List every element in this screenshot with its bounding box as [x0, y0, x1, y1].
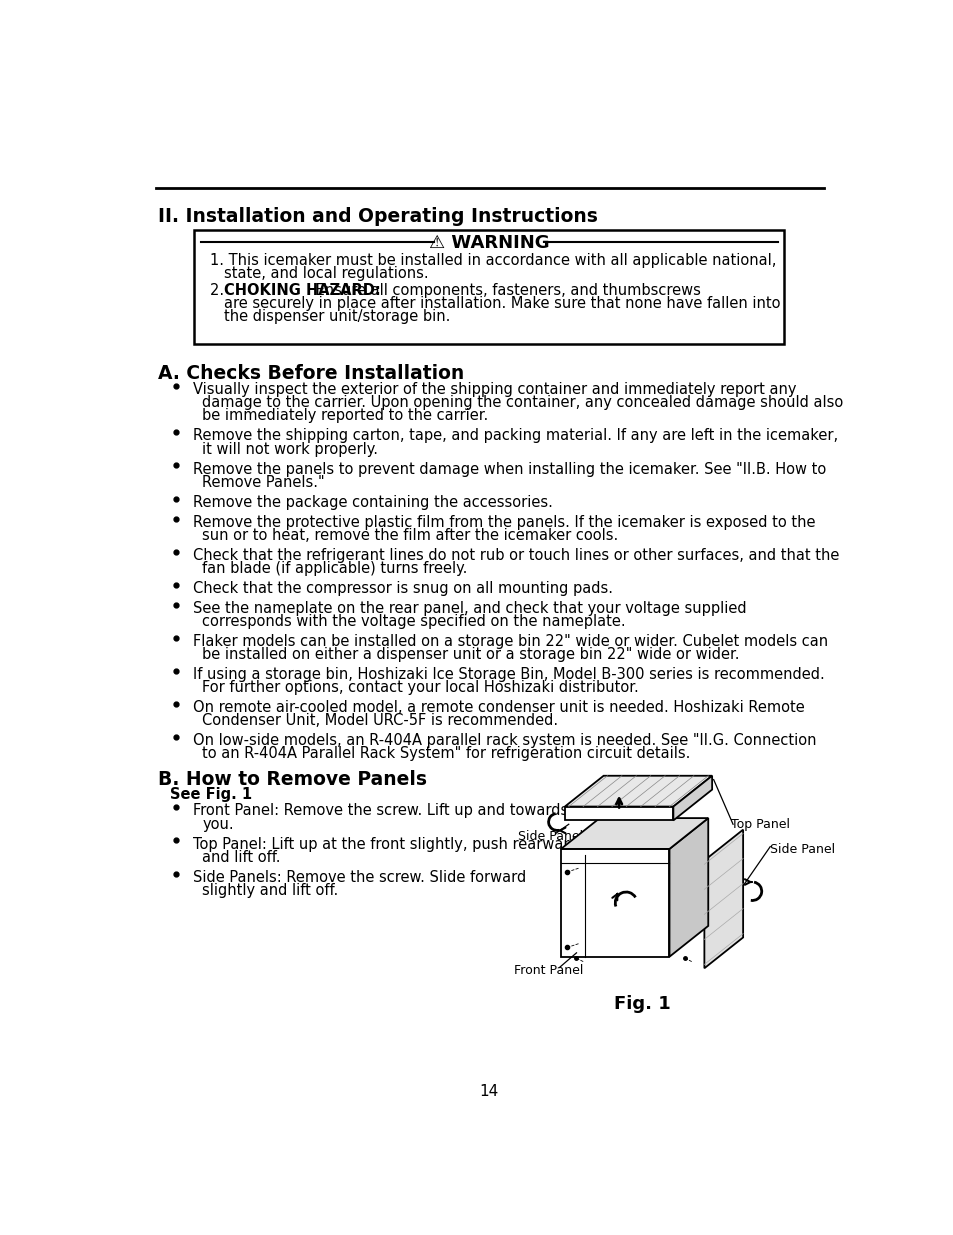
Text: Condenser Unit, Model URC-5F is recommended.: Condenser Unit, Model URC-5F is recommen…: [202, 714, 558, 729]
Text: Remove the protective plastic film from the panels. If the icemaker is exposed t: Remove the protective plastic film from …: [193, 515, 815, 530]
Polygon shape: [560, 848, 669, 957]
Text: be installed on either a dispenser unit or a storage bin 22" wide or wider.: be installed on either a dispenser unit …: [202, 647, 739, 662]
Text: ⚠ WARNING: ⚠ WARNING: [429, 235, 549, 252]
Text: Top Panel: Lift up at the front slightly, push rearward,: Top Panel: Lift up at the front slightly…: [193, 836, 582, 852]
Text: 14: 14: [478, 1084, 498, 1099]
Polygon shape: [703, 830, 742, 968]
Text: Remove the shipping carton, tape, and packing material. If any are left in the i: Remove the shipping carton, tape, and pa…: [193, 429, 837, 443]
Text: and lift off.: and lift off.: [202, 850, 280, 864]
Text: corresponds with the voltage specified on the nameplate.: corresponds with the voltage specified o…: [202, 614, 625, 629]
Text: B. How to Remove Panels: B. How to Remove Panels: [158, 769, 427, 789]
Text: the dispenser unit/storage bin.: the dispenser unit/storage bin.: [224, 309, 450, 324]
Text: sun or to heat, remove the film after the icemaker cools.: sun or to heat, remove the film after th…: [202, 527, 618, 543]
Text: it will not work properly.: it will not work properly.: [202, 442, 377, 457]
Bar: [194, 230, 783, 343]
Text: Front Panel: Remove the screw. Lift up and towards: Front Panel: Remove the screw. Lift up a…: [193, 804, 568, 819]
Polygon shape: [564, 776, 711, 806]
Text: II. Installation and Operating Instructions: II. Installation and Operating Instructi…: [158, 206, 598, 226]
Text: be immediately reported to the carrier.: be immediately reported to the carrier.: [202, 409, 488, 424]
Text: Side Panel: Side Panel: [517, 830, 583, 844]
Text: Check that the refrigerant lines do not rub or touch lines or other surfaces, an: Check that the refrigerant lines do not …: [193, 548, 839, 563]
Text: Flaker models can be installed on a storage bin 22" wide or wider. Cubelet model: Flaker models can be installed on a stor…: [193, 634, 827, 650]
Text: For further options, contact your local Hoshizaki distributor.: For further options, contact your local …: [202, 680, 639, 695]
Text: are securely in place after installation. Make sure that none have fallen into: are securely in place after installation…: [224, 296, 780, 311]
Text: Front Panel: Front Panel: [514, 965, 583, 977]
Text: 2.: 2.: [210, 283, 229, 298]
Text: CHOKING HAZARD:: CHOKING HAZARD:: [224, 283, 380, 298]
Text: to an R-404A Parallel Rack System" for refrigeration circuit details.: to an R-404A Parallel Rack System" for r…: [202, 746, 690, 762]
Text: See Fig. 1: See Fig. 1: [170, 787, 252, 802]
Text: damage to the carrier. Upon opening the container, any concealed damage should a: damage to the carrier. Upon opening the …: [202, 395, 842, 410]
Polygon shape: [560, 818, 707, 848]
Text: If using a storage bin, Hoshizaki Ice Storage Bin, Model B-300 series is recomme: If using a storage bin, Hoshizaki Ice St…: [193, 667, 823, 682]
Text: Visually inspect the exterior of the shipping container and immediately report a: Visually inspect the exterior of the shi…: [193, 383, 796, 398]
Text: On low-side models, an R-404A parallel rack system is needed. See "II.G. Connect: On low-side models, an R-404A parallel r…: [193, 734, 816, 748]
Text: 1. This icemaker must be installed in accordance with all applicable national,: 1. This icemaker must be installed in ac…: [210, 253, 776, 268]
Text: fan blade (if applicable) turns freely.: fan blade (if applicable) turns freely.: [202, 561, 467, 576]
Text: Check that the compressor is snug on all mounting pads.: Check that the compressor is snug on all…: [193, 580, 612, 597]
Text: Fig. 1: Fig. 1: [614, 995, 670, 1013]
Text: On remote air-cooled model, a remote condenser unit is needed. Hoshizaki Remote: On remote air-cooled model, a remote con…: [193, 700, 803, 715]
Text: Top Panel: Top Panel: [731, 818, 790, 831]
Text: slightly and lift off.: slightly and lift off.: [202, 883, 338, 898]
Text: Remove Panels.": Remove Panels.": [202, 474, 324, 490]
Polygon shape: [673, 776, 711, 820]
Text: Remove the panels to prevent damage when installing the icemaker. See "II.B. How: Remove the panels to prevent damage when…: [193, 462, 825, 477]
Text: you.: you.: [202, 816, 233, 831]
Polygon shape: [669, 818, 707, 957]
Polygon shape: [564, 806, 673, 820]
Text: state, and local regulations.: state, and local regulations.: [224, 266, 428, 282]
Text: A. Checks Before Installation: A. Checks Before Installation: [158, 364, 464, 383]
Text: Remove the package containing the accessories.: Remove the package containing the access…: [193, 495, 552, 510]
Text: Side Panel: Side Panel: [769, 842, 835, 856]
Text: Ensure all components, fasteners, and thumbscrews: Ensure all components, fasteners, and th…: [311, 283, 700, 298]
Text: Side Panels: Remove the screw. Slide forward: Side Panels: Remove the screw. Slide for…: [193, 869, 525, 884]
Text: See the nameplate on the rear panel, and check that your voltage supplied: See the nameplate on the rear panel, and…: [193, 601, 745, 616]
